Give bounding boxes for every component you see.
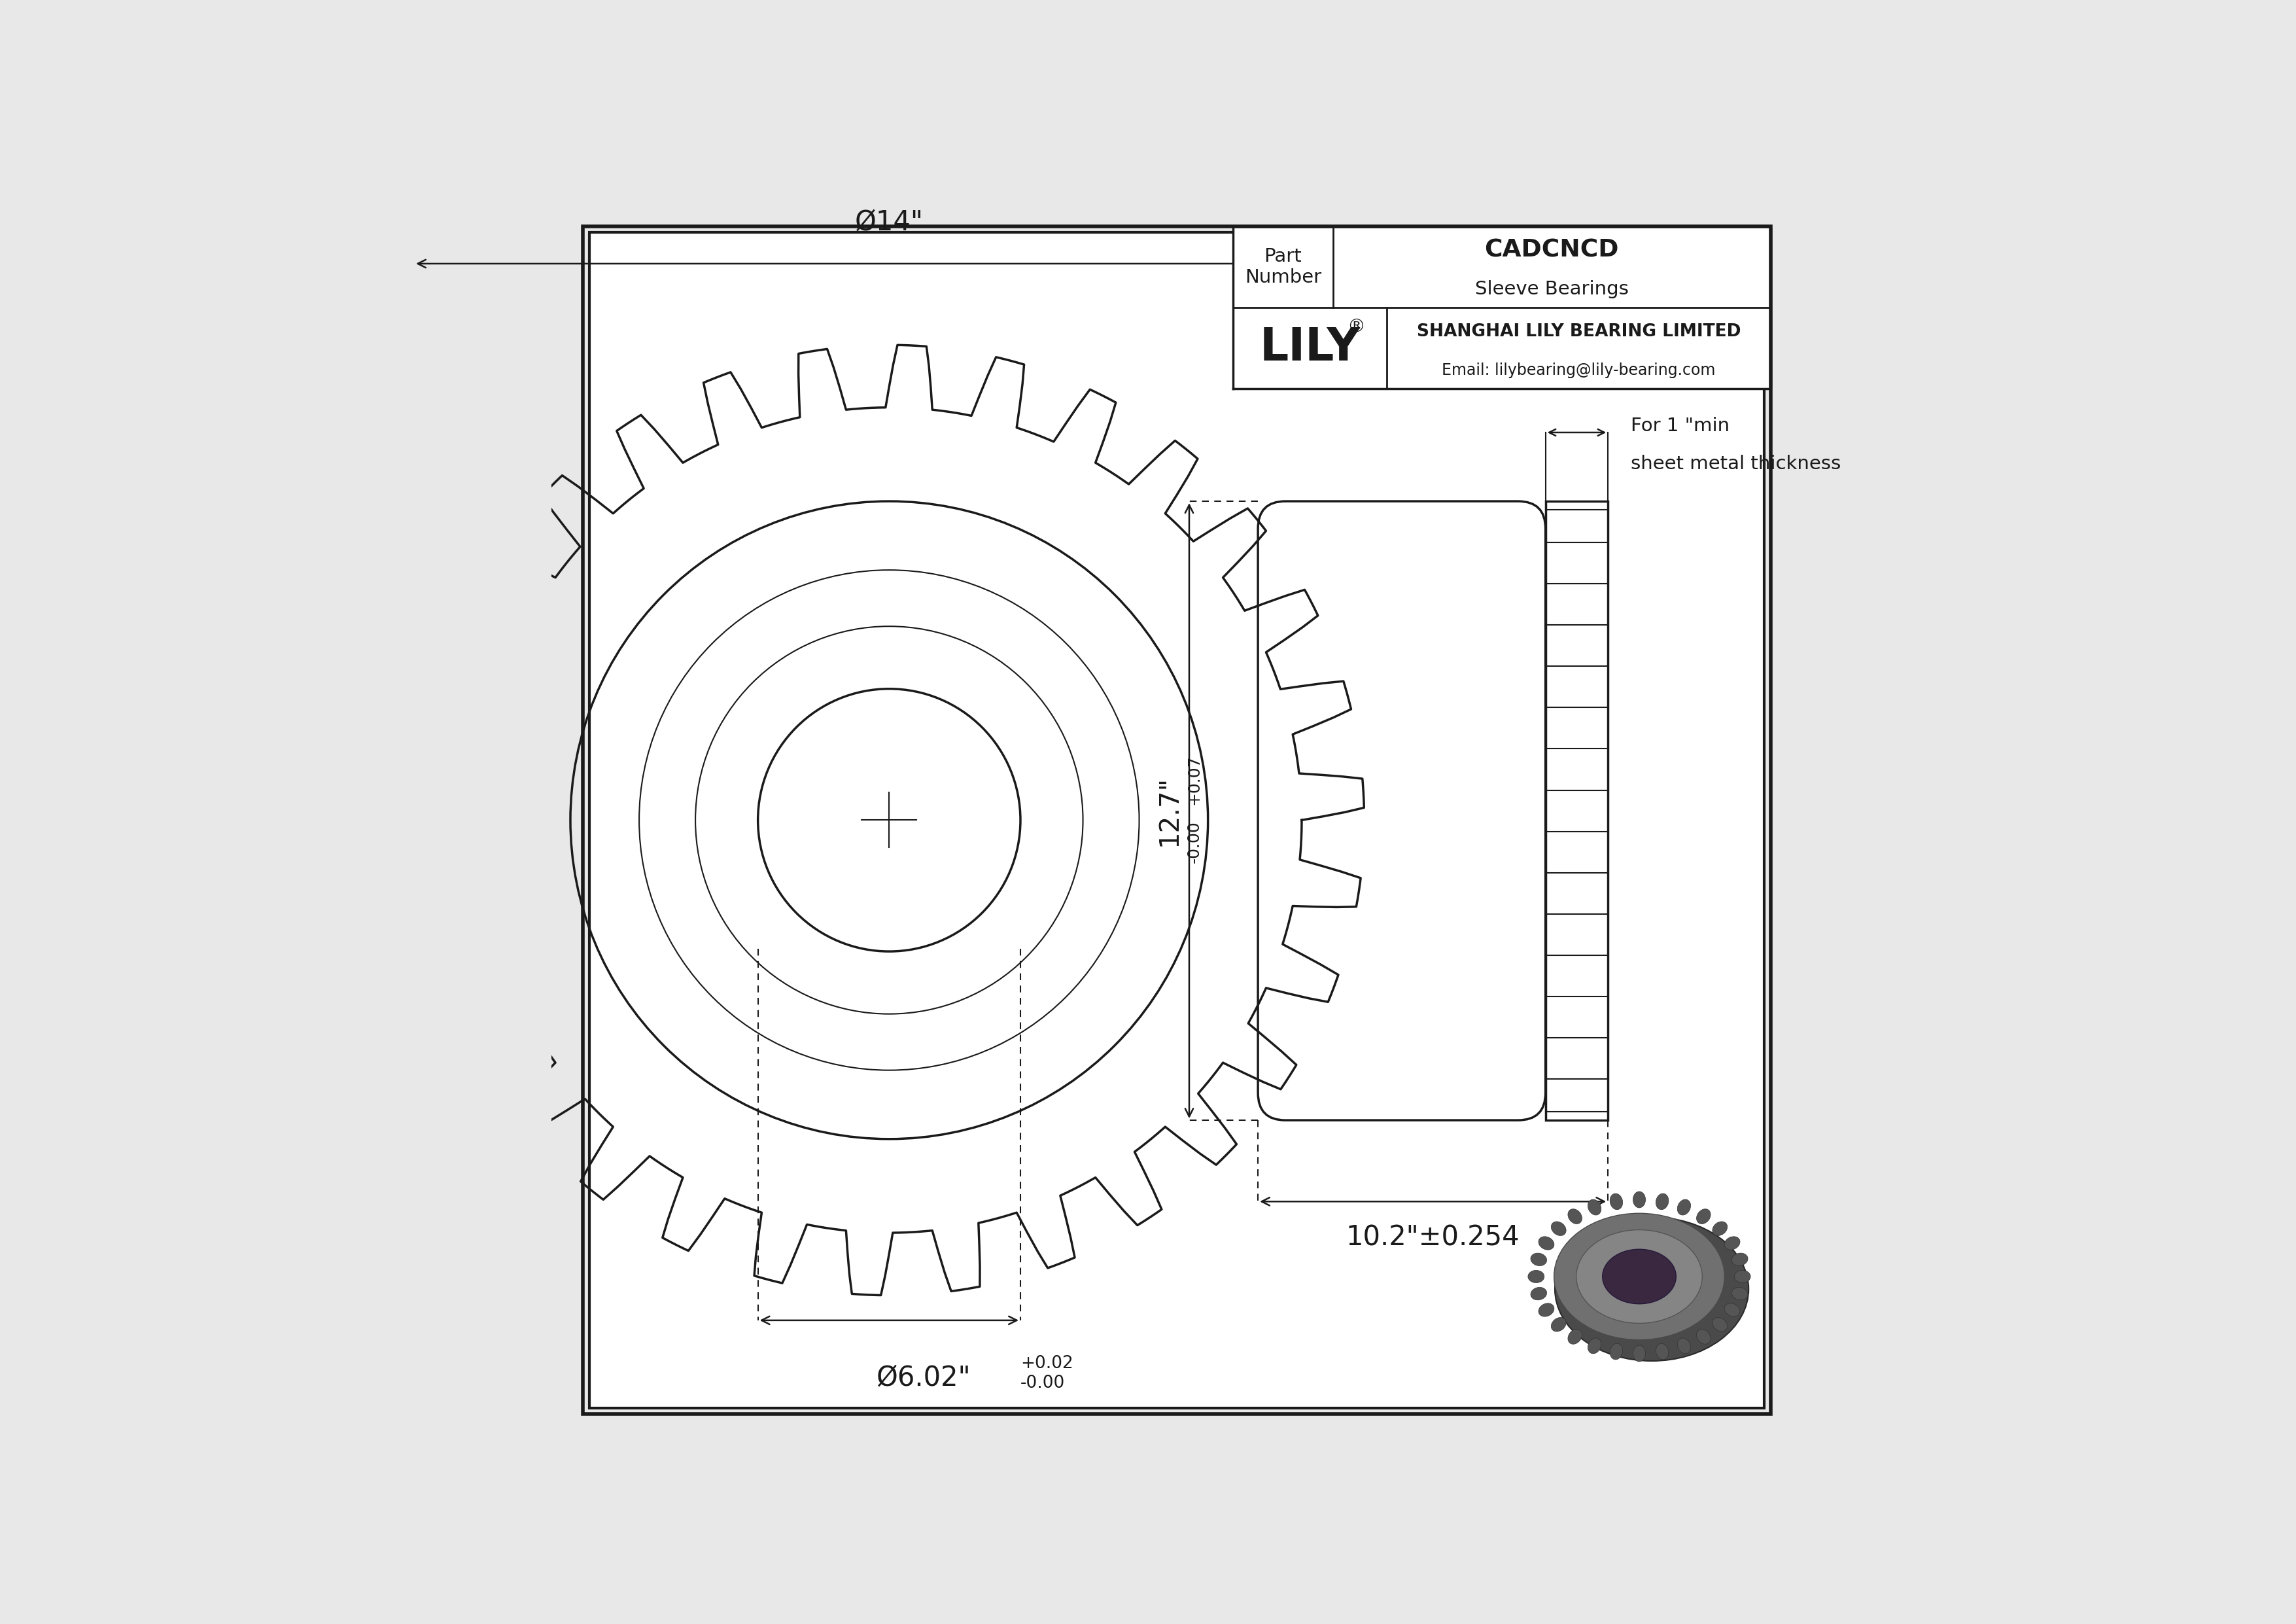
Ellipse shape xyxy=(1632,1192,1646,1208)
Ellipse shape xyxy=(1713,1221,1727,1236)
Text: 12.7": 12.7" xyxy=(1157,775,1182,846)
Text: Sleeve Bearings: Sleeve Bearings xyxy=(1474,279,1628,299)
Ellipse shape xyxy=(1577,1229,1701,1324)
Text: +0.02
-0.00: +0.02 -0.00 xyxy=(1019,1356,1072,1392)
Ellipse shape xyxy=(1554,1216,1750,1361)
Ellipse shape xyxy=(1678,1338,1690,1354)
Ellipse shape xyxy=(1655,1343,1669,1359)
Ellipse shape xyxy=(1603,1249,1676,1304)
Ellipse shape xyxy=(1554,1213,1724,1340)
Ellipse shape xyxy=(1609,1194,1623,1210)
Ellipse shape xyxy=(1568,1208,1582,1224)
Ellipse shape xyxy=(1697,1328,1711,1345)
Bar xyxy=(1545,502,1607,1121)
FancyBboxPatch shape xyxy=(1258,502,1545,1121)
Ellipse shape xyxy=(1733,1270,1750,1283)
Text: Ø6.02": Ø6.02" xyxy=(877,1364,971,1392)
Text: ®: ® xyxy=(1348,318,1366,336)
Text: CADCNCD: CADCNCD xyxy=(1486,239,1619,263)
Text: For 1 "min: For 1 "min xyxy=(1630,417,1729,435)
Ellipse shape xyxy=(1552,1221,1566,1236)
Ellipse shape xyxy=(1589,1200,1600,1215)
Ellipse shape xyxy=(1609,1343,1623,1359)
Bar xyxy=(1233,226,1770,388)
Ellipse shape xyxy=(1632,1345,1646,1361)
Ellipse shape xyxy=(1713,1317,1727,1332)
Ellipse shape xyxy=(1568,1328,1582,1345)
Text: Part
Number: Part Number xyxy=(1244,247,1320,286)
Ellipse shape xyxy=(1531,1254,1548,1265)
Ellipse shape xyxy=(1589,1338,1600,1354)
Text: +0.07: +0.07 xyxy=(1187,755,1203,804)
Text: sheet metal thickness: sheet metal thickness xyxy=(1630,455,1841,473)
Ellipse shape xyxy=(1724,1236,1740,1250)
Ellipse shape xyxy=(1538,1236,1554,1250)
Ellipse shape xyxy=(1655,1194,1669,1210)
Ellipse shape xyxy=(1552,1317,1566,1332)
Text: 10.2"±0.254: 10.2"±0.254 xyxy=(1345,1224,1520,1252)
Text: Email: lilybearing@lily-bearing.com: Email: lilybearing@lily-bearing.com xyxy=(1442,362,1715,378)
Text: Ø14": Ø14" xyxy=(854,208,923,235)
Ellipse shape xyxy=(1697,1208,1711,1224)
Ellipse shape xyxy=(1538,1304,1554,1317)
Ellipse shape xyxy=(1678,1200,1690,1215)
Ellipse shape xyxy=(1731,1254,1747,1265)
Text: LILY: LILY xyxy=(1261,326,1359,370)
Ellipse shape xyxy=(1529,1270,1545,1283)
Ellipse shape xyxy=(1531,1288,1548,1301)
Text: -0.00: -0.00 xyxy=(1187,820,1203,864)
Text: SHANGHAI LILY BEARING LIMITED: SHANGHAI LILY BEARING LIMITED xyxy=(1417,323,1740,341)
Ellipse shape xyxy=(1724,1304,1740,1317)
Ellipse shape xyxy=(1731,1288,1747,1301)
